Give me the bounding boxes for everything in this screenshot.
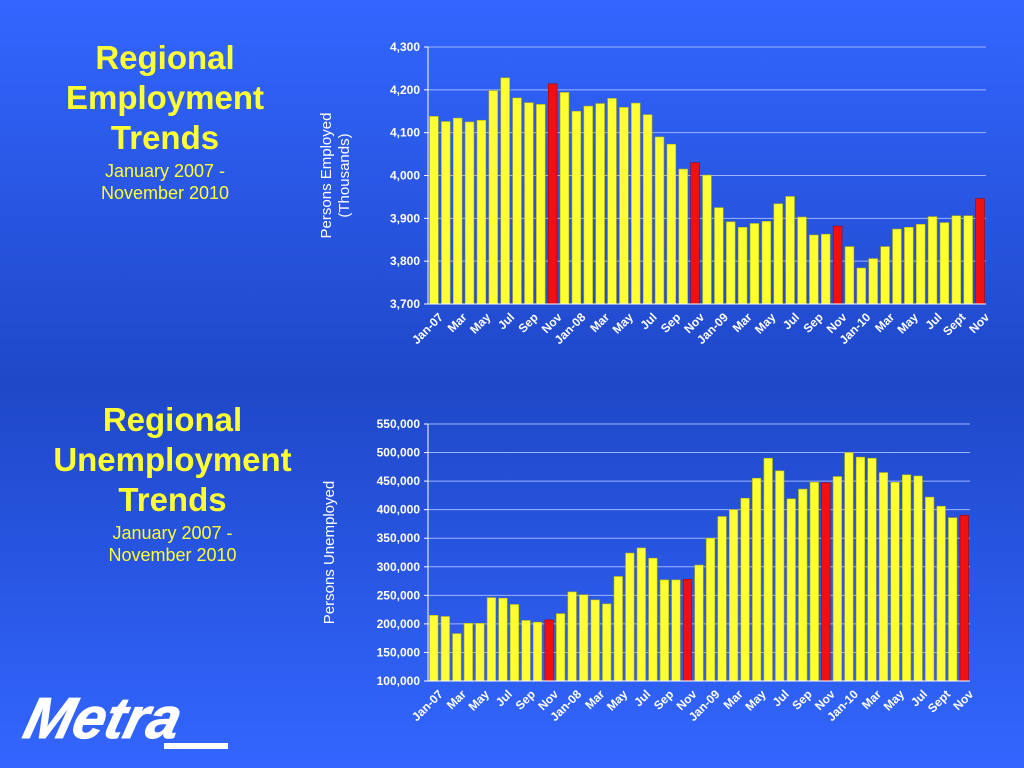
- employment-ytick-label: 4,300: [390, 40, 420, 54]
- unemployment-ytick-label: 350,000: [377, 531, 421, 545]
- unemployment-xtick-label: Sep: [789, 687, 814, 712]
- unemployment-bar: [521, 620, 531, 682]
- unemployment-bar: [659, 579, 669, 682]
- employment-y-axis-label: Persons Employed(Thousands): [318, 113, 353, 239]
- unemployment-bar: [878, 472, 889, 682]
- unemployment-bar: [936, 505, 946, 682]
- unemployment-bar: [959, 515, 969, 682]
- unemployment-bar: [486, 597, 496, 682]
- unemployment-bar: [648, 557, 658, 682]
- unemployment-xtick-label: Mar: [859, 687, 884, 712]
- unemployment-ytick-label: 300,000: [377, 560, 421, 574]
- unemployment-bar: [429, 615, 439, 682]
- unemployment-xtick-label: Jul: [631, 687, 653, 709]
- unemployment-bar: [890, 481, 900, 682]
- unemployment-xtick-label: May: [881, 687, 908, 714]
- unemployment-bar: [532, 621, 543, 682]
- unemployment-xtick-label: Jul: [770, 687, 792, 709]
- employment-ytick-label: 4,100: [390, 126, 420, 140]
- employment-title-block: Regional Employment Trends January 2007 …: [20, 38, 310, 204]
- unemployment-xtick-label: May: [604, 687, 631, 714]
- unemployment-bar: [463, 623, 473, 682]
- unemployment-ytick-label: 250,000: [377, 588, 421, 602]
- unemployment-bar: [671, 579, 681, 682]
- unemployment-bar: [948, 517, 958, 682]
- unemployment-bar: [798, 488, 808, 682]
- employment-ytick-label: 3,900: [390, 211, 420, 225]
- unemployment-bar: [613, 576, 623, 682]
- unemployment-bar: [544, 619, 554, 682]
- unemployment-bar: [729, 509, 739, 682]
- unemployment-bar: [579, 594, 589, 682]
- unemployment-xtick-label: Sept: [925, 687, 953, 715]
- unemployment-bar: [763, 457, 773, 682]
- employment-subtitle: January 2007 - November 2010: [100, 161, 230, 203]
- unemployment-bar: [832, 476, 842, 682]
- unemployment-title: Regional Unemployment Trends: [53, 401, 292, 518]
- unemployment-bar: [902, 474, 912, 682]
- employment-ytick-label: 3,700: [390, 297, 420, 311]
- unemployment-bar: [925, 496, 935, 682]
- metra-logo: Metra: [17, 686, 228, 751]
- unemployment-xtick-label: May: [466, 687, 493, 714]
- employment-ytick-label: 3,800: [390, 254, 420, 268]
- unemployment-xtick-label: Jul: [493, 687, 515, 709]
- unemployment-y-axis-label: Persons Unemployed: [321, 481, 338, 624]
- unemployment-bar: [775, 470, 785, 682]
- unemployment-bar: [786, 498, 796, 682]
- unemployment-bar: [590, 599, 600, 682]
- unemployment-xtick-label: Mar: [444, 687, 469, 712]
- unemployment-xtick-label: Mar: [721, 687, 746, 712]
- unemployment-bar: [844, 452, 854, 682]
- unemployment-xtick-label: Jan-07: [409, 687, 446, 724]
- unemployment-xtick-label: Sep: [651, 687, 676, 712]
- unemployment-ytick-label: 150,000: [377, 645, 421, 659]
- unemployment-bar: [475, 623, 485, 682]
- unemployment-bar: [509, 604, 520, 682]
- unemployment-bar: [440, 616, 450, 682]
- unemployment-xtick-label: Nov: [950, 687, 976, 713]
- employment-ytick-label: 4,000: [390, 169, 420, 183]
- unemployment-xtick-label: May: [742, 687, 769, 714]
- unemployment-bar: [636, 547, 646, 682]
- unemployment-bar: [705, 537, 716, 682]
- unemployment-ytick-label: 200,000: [377, 617, 421, 631]
- unemployment-subtitle: January 2007 - November 2010: [108, 523, 237, 565]
- unemployment-title-block: Regional Unemployment Trends January 200…: [20, 400, 325, 566]
- unemployment-bar: [556, 613, 566, 682]
- unemployment-bar: [498, 597, 508, 682]
- unemployment-bar: [809, 481, 819, 682]
- employment-ytick-label: 4,200: [390, 83, 420, 97]
- unemployment-bar: [821, 482, 831, 682]
- unemployment-bar: [867, 457, 877, 682]
- unemployment-bar: [752, 477, 762, 682]
- unemployment-bar: [717, 516, 727, 682]
- unemployment-bar: [694, 564, 704, 682]
- unemployment-xtick-label: Sep: [513, 687, 538, 712]
- metra-logo-text: Metra: [18, 687, 189, 751]
- unemployment-bar: [682, 579, 693, 682]
- employment-title: Regional Employment Trends: [65, 39, 265, 156]
- unemployment-bar: [625, 552, 635, 682]
- unemployment-ytick-label: 500,000: [377, 446, 421, 460]
- unemployment-ytick-label: 550,000: [377, 417, 421, 431]
- unemployment-bar: [452, 633, 462, 682]
- unemployment-ytick-label: 400,000: [377, 503, 421, 517]
- unemployment-bar: [740, 497, 750, 682]
- unemployment-bar: [913, 475, 923, 682]
- unemployment-bar: [602, 603, 612, 682]
- unemployment-bar: [567, 591, 577, 682]
- unemployment-bar: [855, 456, 866, 682]
- metra-logo-underline: [164, 743, 228, 749]
- unemployment-ytick-label: 450,000: [377, 474, 421, 488]
- unemployment-ytick-label: 100,000: [377, 674, 421, 688]
- unemployment-xtick-label: Mar: [582, 687, 607, 712]
